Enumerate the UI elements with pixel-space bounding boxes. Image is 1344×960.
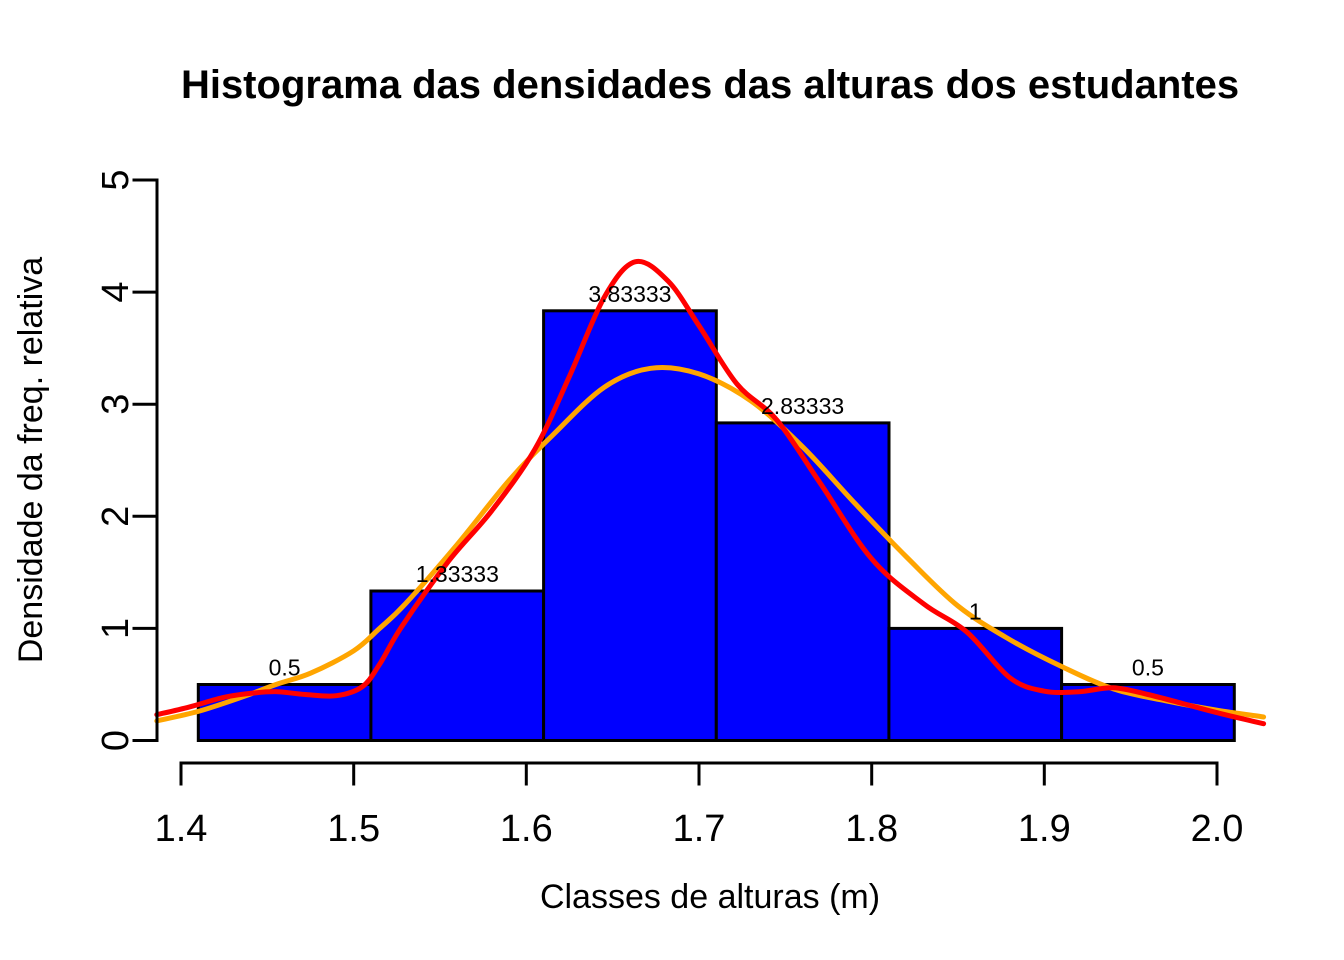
x-tick-label: 1.9 [1018,808,1071,850]
y-tick-label: 2 [95,506,137,527]
x-tick-label: 2.0 [1191,808,1244,850]
histogram-bar [369,589,546,742]
x-tick-label: 1.5 [327,808,380,850]
tick-labels-layer: 0 1 2 3 4 5 1.4 1.5 1.6 1.7 1.8 1.9 2.0 [95,169,1243,850]
normal-curve [154,364,1267,724]
kernel-density-curve [154,258,1267,727]
bar-value-label: 2.83333 [761,393,844,419]
histogram-bar [887,626,1064,743]
bar-value-label: 0.5 [269,655,301,681]
x-tick-label: 1.4 [155,808,208,850]
axes-layer [132,178,1219,786]
histogram-bar [542,309,718,742]
bar-value-label: 0.5 [1132,655,1164,681]
chart-title: Histograma das densidades das alturas do… [181,63,1239,107]
bar-value-label: 1.33333 [416,561,499,587]
bar-labels-layer: 0.5 1.33333 3.83333 2.83333 1 0.5 [269,281,1164,681]
y-tick-label: 5 [95,169,137,190]
x-axis-label: Classes de alturas (m) [540,878,880,916]
y-tick-label: 4 [95,282,137,303]
curves-layer [154,258,1267,727]
y-tick-label: 1 [95,618,137,639]
y-axis-label: Densidade da freq. relativa [12,257,50,663]
y-tick-label: 3 [95,394,137,415]
x-tick-label: 1.7 [673,808,726,850]
bar-value-label: 1 [969,598,982,624]
bar-value-label: 3.83333 [588,281,671,307]
histogram-bar [714,421,891,742]
x-tick-label: 1.8 [845,808,898,850]
y-tick-label: 0 [95,730,137,751]
x-tick-label: 1.6 [500,808,553,850]
